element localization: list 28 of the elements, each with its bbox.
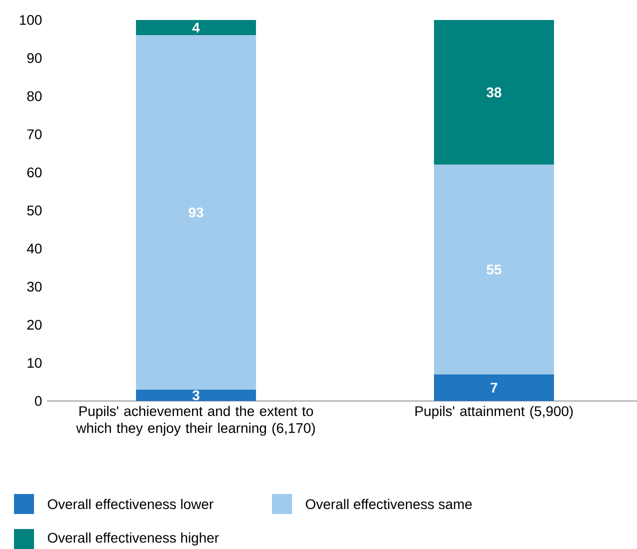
- legend-label: Overall effectiveness lower: [48, 498, 214, 510]
- y-tick-label: 50: [27, 206, 42, 216]
- y-tick-label: 90: [27, 53, 42, 64]
- y-tick-label: 100: [20, 15, 42, 25]
- bar: [136, 20, 256, 36]
- bar: [434, 374, 554, 401]
- bar: [434, 164, 554, 374]
- bar: [434, 20, 554, 165]
- data-label: 38: [486, 87, 502, 98]
- bar: [136, 390, 256, 401]
- data-label: 4: [192, 22, 200, 32]
- y-tick-label: 20: [27, 320, 42, 330]
- y-tick-label: 60: [27, 167, 42, 178]
- y-tick-label: 10: [28, 358, 42, 368]
- y-tick-label: 70: [27, 129, 42, 140]
- y-tick-label: 40: [26, 244, 42, 254]
- x-tick-label: Pupils' attainment (5,900): [415, 406, 573, 419]
- data-label: 55: [486, 264, 502, 274]
- legend-label: Overall effectiveness same: [306, 498, 472, 510]
- data-label: 7: [490, 382, 498, 392]
- legend-label: Overall effectiveness higher: [48, 532, 219, 546]
- y-tick-label: 30: [27, 282, 42, 292]
- x-tick-label: Pupils' achievement and the extent to which they enjoy their learning (6,170): [76, 406, 315, 436]
- y-tick-label: 0: [34, 396, 42, 406]
- bar: [136, 35, 256, 390]
- y-tick-label: 80: [27, 91, 42, 102]
- data-label: 3: [192, 390, 200, 400]
- data-label: 93: [188, 207, 204, 218]
